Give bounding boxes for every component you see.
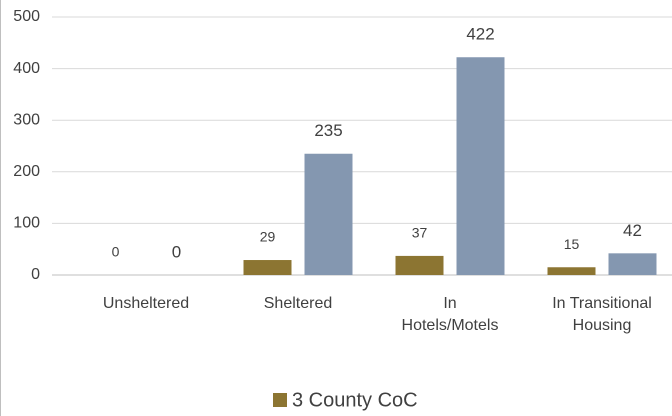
data-label: 42: [623, 221, 642, 240]
bar: [395, 255, 444, 275]
data-label: 37: [412, 225, 428, 241]
x-tick-label: Sheltered: [263, 295, 333, 312]
bar: [304, 153, 353, 275]
legend-swatch: [273, 393, 287, 407]
y-tick-label: 400: [13, 60, 40, 77]
data-label: 15: [564, 236, 580, 252]
y-tick-label: 200: [13, 163, 40, 180]
bar: [456, 57, 505, 275]
legend-label: 3 County CoC: [292, 389, 418, 411]
data-label: 235: [314, 121, 342, 140]
data-label: 0: [112, 244, 120, 260]
data-label: 0: [172, 242, 181, 261]
y-tick-label: 100: [13, 215, 40, 232]
y-tick-label: 300: [13, 111, 40, 128]
bar: [547, 267, 596, 275]
x-tick-label: In Hotels/Motels: [401, 295, 499, 334]
data-label: 29: [260, 229, 276, 245]
bar: [243, 260, 292, 275]
bar: [608, 253, 657, 275]
data-label: 422: [466, 25, 494, 44]
y-tick-label: 500: [13, 8, 40, 25]
y-tick-label: 0: [31, 266, 40, 283]
x-tick-label: In Transitional Housing: [552, 295, 652, 334]
x-tick-label: Unsheltered: [102, 295, 190, 312]
